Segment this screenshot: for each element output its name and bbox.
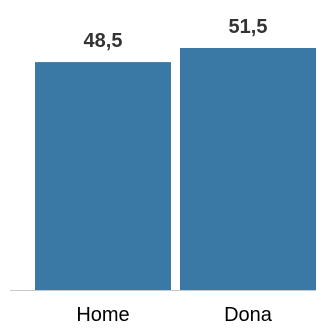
bar-home bbox=[35, 62, 171, 290]
bars-group bbox=[35, 48, 316, 290]
value-labels-group: 48,5 51,5 bbox=[84, 16, 268, 52]
category-labels-group: Home Dona bbox=[76, 304, 272, 326]
data-label-dona: 51,5 bbox=[229, 16, 268, 38]
data-label-home: 48,5 bbox=[84, 30, 123, 52]
bar-dona bbox=[180, 48, 316, 290]
category-label-home: Home bbox=[76, 304, 129, 326]
category-label-dona: Dona bbox=[224, 304, 273, 326]
